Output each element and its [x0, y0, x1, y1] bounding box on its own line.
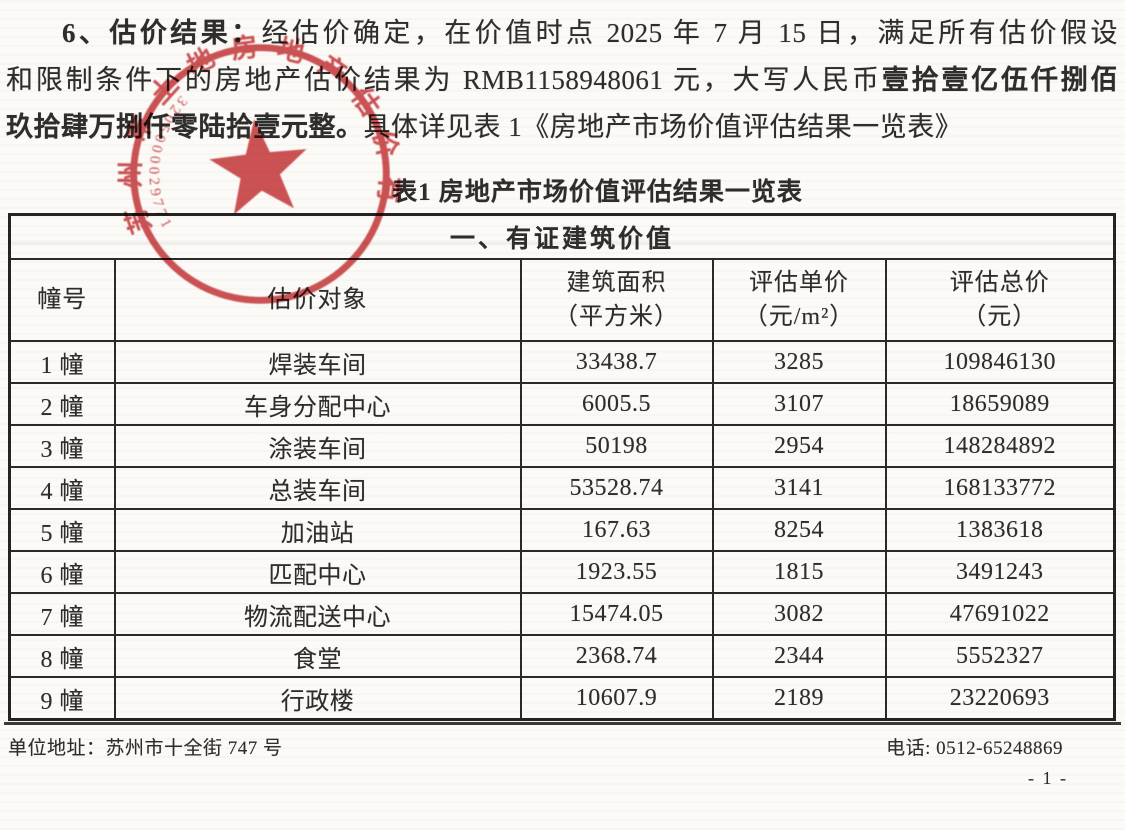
table-row: 3 幢 涂装车间 50198 2954 148284892: [8, 424, 1116, 468]
header-unit-price: 评估单价 （元/m²）: [711, 258, 887, 342]
table-cell: 109846130: [884, 340, 1116, 384]
table-cell: 168133772: [884, 466, 1116, 510]
table-cell: 3491243: [884, 550, 1116, 594]
table-row: 2 幢 车身分配中心 6005.5 3107 18659089: [8, 382, 1116, 426]
header-floor-area: 建筑面积 （平方米）: [519, 258, 714, 342]
table-cell: 4 幢: [8, 466, 116, 510]
table-cell: 涂装车间: [113, 424, 522, 468]
table-cell: 2954: [711, 424, 887, 468]
paragraph-line-2: 和限制条件下的房地产估价结果为 RMB1158948061 元，大写人民币壹拾壹…: [6, 65, 1119, 95]
company-phone: 电话: 0512-65248869: [886, 738, 1063, 759]
table-cell: 50198: [519, 424, 714, 468]
table-cell: 1383618: [884, 508, 1116, 552]
paragraph-line-1: 6、估价结果：经估价确定，在价值时点 2025 年 7 月 15 日，满足所有估…: [6, 10, 1118, 57]
table-cell: 3141: [711, 466, 887, 510]
table-cell: 8 幢: [8, 634, 116, 678]
table-cell: 10607.9: [519, 676, 714, 721]
table-cell: 2368.74: [519, 634, 714, 678]
table-cell: 148284892: [884, 424, 1116, 468]
table-cell: 2 幢: [8, 382, 116, 426]
table-header-row: 幢号 估价对象 建筑面积 （平方米） 评估单价 （元/m²） 评估总价 （元）: [8, 258, 1116, 342]
table-cell: 3285: [711, 340, 887, 384]
table-cell: 3 幢: [8, 424, 116, 468]
company-address: 单位地址：苏州市十全街 747 号: [8, 738, 283, 759]
table-cell: 3082: [711, 592, 887, 636]
table-section-row: 一、有证建筑价值: [8, 213, 1116, 260]
table-row: 7 幢 物流配送中心 15474.05 3082 47691022: [8, 592, 1116, 636]
table-cell: 加油站: [113, 508, 522, 552]
table-row: 5 幢 加油站 167.63 8254 1383618: [8, 508, 1116, 552]
header-building-no: 幢号: [8, 258, 116, 342]
table-cell: 行政楼: [113, 676, 522, 721]
table-cell: 1815: [711, 550, 887, 594]
company-seal-stamp: 苏州市土地房地产估价有限公司 3205000029771: [97, 11, 409, 304]
table-cell: 物流配送中心: [113, 592, 522, 636]
footer-divider: [4, 722, 1121, 725]
table-cell: 2344: [711, 634, 887, 678]
appraisal-result-paragraph: 6、估价结果：经估价确定，在价值时点 2025 年 7 月 15 日，满足所有估…: [6, 10, 1118, 151]
seal-star-icon: [209, 119, 307, 215]
table-row: 1 幢 焊装车间 33438.7 3285 109846130: [8, 340, 1116, 384]
table-cell: 18659089: [884, 382, 1116, 426]
table-row: 4 幢 总装车间 53528.74 3141 168133772: [8, 466, 1116, 510]
valuation-results-table: 一、有证建筑价值 幢号 估价对象 建筑面积 （平方米） 评估单价 （元/m²） 评估…: [8, 213, 1116, 721]
table-cell: 9 幢: [8, 676, 116, 721]
table-cell: 15474.05: [519, 592, 714, 636]
table-cell: 车身分配中心: [113, 382, 522, 426]
page-number: - 1 -: [1028, 768, 1068, 788]
table-cell: 5 幢: [8, 508, 116, 552]
table-cell: 7 幢: [8, 592, 116, 636]
table-title: 表1 房地产市场价值评估结果一览表: [392, 179, 803, 206]
paragraph-lead: 6、估价结果：: [62, 18, 262, 48]
table-cell: 3107: [711, 382, 887, 426]
table-cell: 167.63: [519, 508, 714, 552]
table-cell: 2189: [711, 676, 887, 721]
table-section-header: 一、有证建筑价值: [8, 213, 1116, 260]
table-cell: 5552327: [884, 634, 1116, 678]
table-row: 6 幢 匹配中心 1923.55 1815 3491243: [8, 550, 1116, 594]
table-cell: 8254: [711, 508, 887, 552]
seal-ring: [130, 44, 390, 304]
table-cell: 食堂: [113, 634, 522, 678]
table-cell: 23220693: [884, 676, 1116, 721]
table-cell: 47691022: [884, 592, 1116, 636]
paragraph-line-3: 玖拾肆万捌仟零陆拾壹元整。具体详见表 1《房地产市场价值评估结果一览表》: [6, 112, 963, 142]
table-cell: 53528.74: [519, 466, 714, 510]
table-cell: 1923.55: [519, 550, 714, 594]
table-cell: 6 幢: [8, 550, 116, 594]
table-cell: 6005.5: [519, 382, 714, 426]
table-row: 9 幢 行政楼 10607.9 2189 23220693: [8, 676, 1116, 721]
amount-in-words-part2: 玖拾肆万捌仟零陆拾壹元整。: [6, 112, 364, 142]
table-cell: 匹配中心: [113, 550, 522, 594]
table-row: 8 幢 食堂 2368.74 2344 5552327: [8, 634, 1116, 678]
amount-in-words-part1: 壹拾壹亿伍仟捌佰: [881, 65, 1119, 95]
table-cell: 33438.7: [519, 340, 714, 384]
table-cell: 总装车间: [113, 466, 522, 510]
header-total-price: 评估总价 （元）: [884, 258, 1116, 342]
table-cell: 1 幢: [8, 340, 116, 384]
table-cell: 焊装车间: [113, 340, 522, 384]
